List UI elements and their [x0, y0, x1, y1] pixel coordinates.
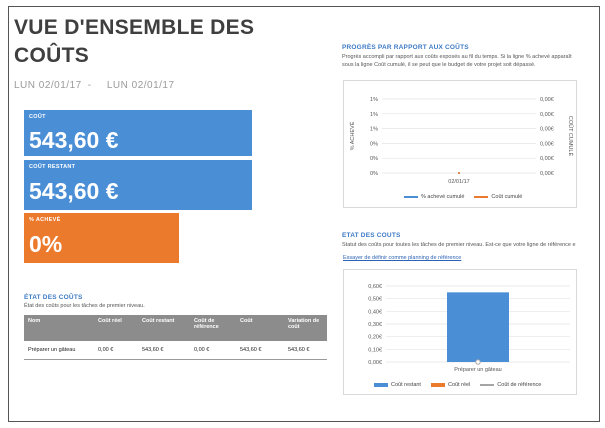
y-right-tick-label: 0,00€	[540, 97, 554, 103]
y-tick-label: 0,00€	[368, 360, 382, 366]
y-left-axis-label: % ACHEVÉ	[349, 121, 356, 150]
y-left-tick-label: 1%	[370, 112, 378, 118]
legend-item: Coût cumulé	[474, 194, 522, 200]
column-header: Variation de coût	[284, 315, 327, 341]
y-right-tick-label: 0,00€	[540, 112, 554, 118]
legend-label: % achevé cumulé	[421, 194, 465, 200]
cost-status-right-desc: Statut des coûts pour toutes les tâches …	[342, 242, 576, 248]
remaining-cost-tile: COÛT RESTANT 543,60 €	[24, 160, 252, 210]
page-title: VUE D'ENSEMBLE DES COÛTS	[14, 14, 274, 70]
column-header: Coût	[236, 315, 284, 341]
cost-status-table: Nom Coût réel Coût restant Coût de référ…	[24, 315, 327, 360]
y-left-tick-label: 0%	[370, 141, 378, 147]
cost-tile-label: COÛT	[29, 114, 46, 120]
progress-title: PROGRÈS PAR RAPPORT AUX COÛTS	[342, 44, 469, 51]
legend-label: Coût réel	[447, 382, 471, 388]
y-right-tick-label: 0,00€	[540, 141, 554, 147]
table-cell: 0,00 €	[94, 341, 138, 360]
bar-cost-remaining	[447, 292, 509, 362]
cost-status-chart-svg: 0,00€ 0,10€ 0,20€ 0,30€ 0,40€ 0,50€ 0,60€ Prépa…	[368, 284, 570, 373]
legend-swatch	[374, 383, 388, 387]
column-header: Coût réel	[94, 315, 138, 341]
column-header: Nom	[24, 315, 94, 341]
legend-label: Coût restant	[391, 382, 421, 388]
y-left-tick-label: 1%	[370, 127, 378, 133]
progress-chart: 0% 0,00€ 0% 0,00€ 0% 0,00€ 1% 0,00€ 1% 0,00€ 1% 0,0…	[343, 80, 577, 208]
progress-chart-svg: 0% 0,00€ 0% 0,00€ 0% 0,00€ 1% 0,00€ 1% 0,00€ 1% 0,0…	[349, 97, 574, 185]
x-tick-label: 02/01/17	[448, 179, 469, 185]
y-right-tick-label: 0,00€	[540, 171, 554, 177]
baseline-cost-marker	[475, 359, 481, 365]
cost-status-right-section: ÉTAT DES COÛTS Statut des coûts pour tou…	[342, 232, 604, 249]
end-date: LUN 02/01/17	[106, 80, 175, 91]
progress-desc-line1: Progrès accompli par rapport aux coûts e…	[342, 54, 572, 60]
cost-status-left-title: ÉTAT DES COÛTS	[24, 294, 83, 301]
y-right-tick-label: 0,00€	[540, 156, 554, 162]
legend-item: % achevé cumulé	[404, 194, 464, 200]
cost-status-chart-legend: Coût restant Coût réel Coût de référence	[374, 382, 551, 388]
y-left-tick-label: 0%	[370, 156, 378, 162]
progress-section: PROGRÈS PAR RAPPORT AUX COÛTS Progrès ac…	[342, 44, 597, 69]
legend-swatch	[474, 196, 489, 198]
table-row: Préparer un gâteau 0,00 € 543,60 € 0,00 …	[24, 341, 327, 360]
legend-item: Coût réel	[430, 382, 471, 388]
y-right-axis-label: COÛT CUMULÉ	[567, 116, 574, 157]
y-left-tick-label: 1%	[370, 97, 378, 103]
date-separator: -	[87, 80, 92, 91]
page-title-line1: VUE D'ENSEMBLE DES	[14, 16, 255, 39]
percent-complete-tile-value: 0%	[29, 231, 63, 257]
x-tick-label: Préparer un gâteau	[454, 367, 501, 373]
y-tick-label: 0,60€	[368, 284, 382, 290]
table-cell: 543,60 €	[284, 341, 327, 360]
progress-chart-legend: % achevé cumulé Coût cumulé	[404, 194, 532, 200]
legend-swatch	[404, 196, 418, 198]
legend-label: Coût de référence	[497, 382, 542, 388]
set-baseline-link[interactable]: Essayer de définir comme planning de réf…	[343, 255, 462, 261]
remaining-cost-tile-value: 543,60 €	[29, 178, 119, 204]
legend-swatch	[480, 384, 495, 386]
y-tick-label: 0,40€	[368, 309, 382, 315]
table-cell: 543,60 €	[236, 341, 284, 360]
y-tick-label: 0,10€	[368, 347, 382, 353]
cost-status-left-desc: État des coûts pour les tâches de premie…	[24, 303, 145, 309]
start-date: LUN 02/01/17	[14, 80, 82, 91]
progress-desc-line2: sous la ligne Coût cumulé, il se peut qu…	[342, 62, 536, 68]
table-cell: Préparer un gâteau	[24, 341, 94, 360]
legend-label: Coût cumulé	[491, 194, 523, 200]
cost-tile: COÛT 543,60 €	[24, 110, 252, 156]
percent-complete-tile: % ACHEVÉ 0%	[24, 213, 179, 263]
table-cell: 543,60 €	[138, 341, 190, 360]
remaining-cost-tile-label: COÛT RESTANT	[29, 164, 76, 170]
data-point-1	[458, 172, 460, 174]
table-cell: 0,00 €	[190, 341, 236, 360]
y-tick-label: 0,20€	[368, 335, 382, 341]
column-header: Coût restant	[138, 315, 190, 341]
y-tick-label: 0,30€	[368, 322, 382, 328]
date-range: LUN 02/01/17- LUN 02/01/17	[14, 80, 181, 91]
column-header: Coût de référence	[190, 315, 236, 341]
percent-complete-tile-label: % ACHEVÉ	[29, 217, 61, 223]
cost-tile-value: 543,60 €	[29, 127, 119, 153]
page-title-line2: COÛTS	[14, 44, 89, 67]
legend-item: Coût de référence	[480, 382, 541, 388]
y-right-tick-label: 0,00€	[540, 127, 554, 133]
cost-status-left-section: ÉTAT DES COÛTS État des coûts pour les t…	[24, 294, 145, 310]
cost-status-right-title: ÉTAT DES COÛTS	[342, 232, 401, 239]
legend-item: Coût restant	[374, 382, 421, 388]
table-header-row: Nom Coût réel Coût restant Coût de référ…	[24, 315, 327, 341]
legend-swatch	[430, 383, 445, 387]
y-tick-label: 0,50€	[368, 297, 382, 303]
cost-status-chart: 0,00€ 0,10€ 0,20€ 0,30€ 0,40€ 0,50€ 0,60€ Prépa…	[343, 269, 577, 395]
y-left-tick-label: 0%	[370, 171, 378, 177]
